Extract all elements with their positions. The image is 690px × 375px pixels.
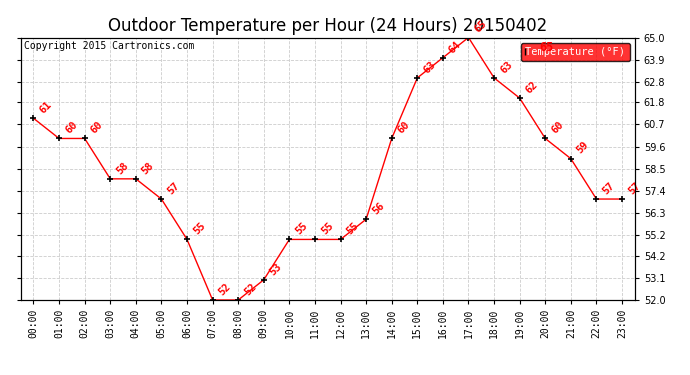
Text: 58: 58 [115,160,130,176]
Text: 60: 60 [89,120,105,136]
Text: 63: 63 [422,59,437,75]
Legend: Temperature (°F): Temperature (°F) [521,43,629,61]
Text: 62: 62 [524,80,540,95]
Text: 52: 52 [217,281,233,297]
Text: 57: 57 [626,180,642,196]
Text: 59: 59 [575,140,591,156]
Text: 55: 55 [319,221,335,237]
Text: 57: 57 [166,180,181,196]
Text: 61: 61 [38,100,54,116]
Text: 64: 64 [447,39,463,55]
Text: 60: 60 [63,120,79,136]
Text: 52: 52 [242,281,258,297]
Title: Outdoor Temperature per Hour (24 Hours) 20150402: Outdoor Temperature per Hour (24 Hours) … [108,16,547,34]
Text: 56: 56 [371,201,386,216]
Text: Copyright 2015 Cartronics.com: Copyright 2015 Cartronics.com [23,42,194,51]
Text: 65: 65 [473,19,489,35]
Text: 65: 65 [540,42,554,54]
Text: 63: 63 [498,59,514,75]
Text: 57: 57 [600,180,616,196]
Text: 55: 55 [293,221,309,237]
Text: 58: 58 [140,160,156,176]
Text: 60: 60 [396,120,412,136]
Text: 55: 55 [345,221,361,237]
Text: 53: 53 [268,261,284,277]
Text: 60: 60 [549,120,565,136]
Text: 55: 55 [191,221,207,237]
